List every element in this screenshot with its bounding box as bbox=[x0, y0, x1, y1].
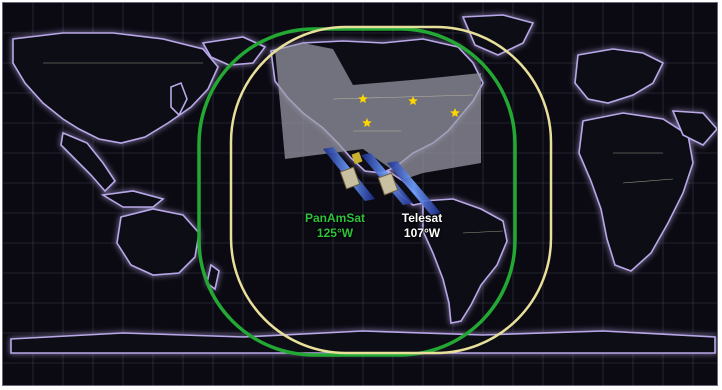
panamsat-name: PanAmSat bbox=[304, 211, 366, 225]
australia bbox=[116, 208, 200, 276]
country-borders bbox=[43, 62, 674, 234]
antarctica bbox=[10, 330, 716, 354]
satellite-icon bbox=[351, 151, 363, 165]
map-frame: PanAmSat 125°W Telesat 107°W bbox=[2, 2, 718, 386]
star-marker bbox=[358, 94, 368, 103]
star-marker bbox=[362, 118, 372, 127]
indonesia bbox=[100, 190, 165, 208]
world-map bbox=[3, 3, 717, 385]
panamsat-label: PanAmSat 125°W bbox=[295, 211, 375, 241]
star-marker bbox=[450, 108, 460, 117]
telesat-footprint bbox=[229, 25, 553, 355]
japan bbox=[170, 81, 188, 117]
greenland bbox=[461, 14, 535, 56]
telesat-name: Telesat bbox=[401, 211, 443, 225]
coverage-region bbox=[275, 43, 481, 179]
south-america bbox=[422, 198, 508, 324]
telesat-satellite-icon bbox=[377, 172, 399, 196]
ground-station-markers bbox=[358, 94, 460, 127]
arabia bbox=[671, 110, 717, 146]
land-masses bbox=[10, 14, 717, 354]
panamsat-satellite-icon bbox=[339, 166, 361, 190]
panamsat-longitude: 125°W bbox=[316, 226, 354, 240]
telesat-label: Telesat 107°W bbox=[387, 211, 457, 241]
telesat-longitude: 107°W bbox=[403, 226, 441, 240]
europe bbox=[574, 48, 665, 104]
new-zealand bbox=[206, 263, 220, 291]
africa bbox=[578, 112, 694, 272]
siberia bbox=[201, 36, 267, 66]
asia bbox=[12, 32, 219, 144]
star-marker bbox=[408, 96, 418, 105]
panamsat-footprint bbox=[197, 27, 517, 357]
southeast-asia bbox=[60, 131, 117, 193]
